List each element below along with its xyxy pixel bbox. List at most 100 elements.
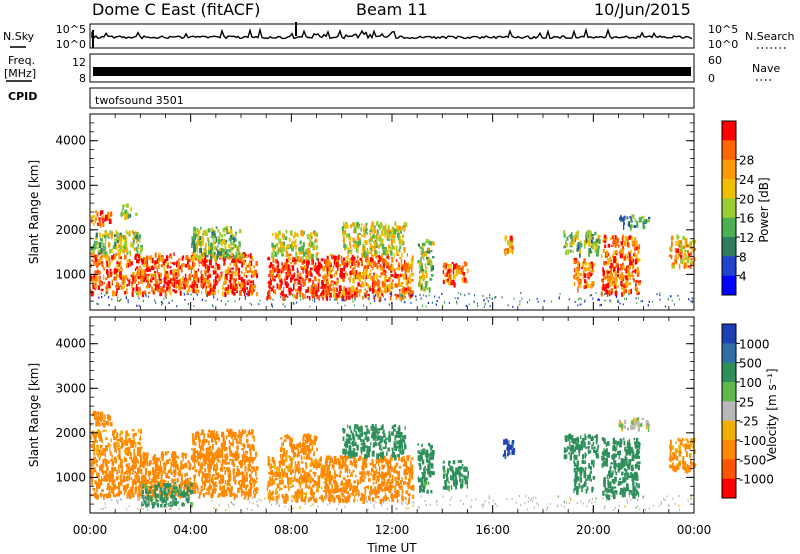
velocity-colorbar: 1000 500 100 25 -25 -100 -500 -1000 [721, 323, 774, 499]
velocity-colorbar-tick-6: -500 [739, 453, 766, 467]
power-colorbar-tick-4: 20 [739, 192, 754, 206]
nsearch-tick-bottom: 10^0 [708, 38, 738, 51]
power-ylabel: Slant Range [km] [27, 160, 41, 264]
nsky-tick-bottom: 10^0 [56, 38, 86, 51]
power-colorbar-seg-0 [722, 121, 736, 141]
power-colorbar-tick-5: 24 [739, 173, 754, 187]
velocity-region-16 [668, 437, 697, 474]
power-colorbar-seg-2 [722, 159, 736, 180]
nsearch-tick-top: 10^5 [708, 23, 738, 36]
velocity-ytick-label-1: 2000 [55, 426, 86, 440]
power-region-2 [90, 210, 113, 228]
power-region-8 [341, 221, 408, 258]
power-colorbar-seg-3 [722, 179, 736, 199]
velocity-region-5 [266, 455, 331, 504]
velocity-ylabel: Slant Range [km] [27, 363, 41, 467]
power-colorbar: 4 8 12 16 20 24 28 [721, 120, 754, 296]
nsky-panel [89, 23, 695, 49]
velocity-ytick-label-0: 1000 [55, 470, 86, 484]
velocity-colorbar-seg-0 [722, 324, 736, 344]
power-colorbar-tick-0: 4 [739, 270, 747, 284]
velocity-ytick-label-2: 3000 [55, 381, 86, 395]
power-colorbar-tick-1: 8 [739, 250, 747, 264]
velocity-region-12 [563, 433, 600, 461]
power-region-10 [442, 261, 469, 288]
power-ytick-label-2: 3000 [55, 178, 86, 192]
velocity-region-1 [90, 428, 143, 457]
power-region-6 [271, 229, 319, 262]
power-region-3 [120, 203, 138, 221]
station-title: Dome C East (fitACF) [92, 0, 260, 19]
power-ground-scatter [96, 292, 694, 308]
power-region-5 [266, 256, 332, 301]
nave-tick-top: 60 [708, 54, 722, 67]
velocity-colorbar-tick-0: 1000 [739, 337, 770, 351]
power-ytick-label-1: 2000 [55, 223, 86, 237]
x-tick-label-1: 04:00 [173, 523, 208, 537]
velocity-colorbar-tick-5: -100 [739, 434, 766, 448]
power-region-9 [417, 238, 435, 293]
velocity-colorbar-tick-4: -25 [739, 415, 759, 429]
x-tick-label-6: 00:00 [677, 523, 712, 537]
power-colorbar-seg-5 [722, 217, 736, 238]
nsky-tick-top: 10^5 [56, 23, 86, 36]
power-region-7 [324, 252, 415, 302]
freq-tick-top: 12 [72, 56, 86, 69]
freq-trace [93, 67, 691, 76]
x-tick-label-0: 00:00 [73, 523, 108, 537]
power-colorbar-label: Power [dB] [757, 177, 771, 242]
velocity-region-3 [191, 428, 255, 466]
velocity-colorbar-tick-3: 25 [739, 395, 754, 409]
velocity-region-0 [90, 450, 259, 501]
freq-label-line1: Freq. [8, 54, 35, 67]
velocity-data [90, 410, 697, 511]
power-colorbar-seg-1 [722, 140, 736, 160]
power-axes: 1000 2000 3000 4000 [55, 114, 695, 310]
velocity-region-14 [601, 437, 641, 501]
power-colorbar-tick-3: 16 [739, 212, 754, 226]
velocity-colorbar-seg-2 [722, 362, 736, 383]
velocity-colorbar-seg-3 [722, 382, 736, 402]
velocity-region-4 [141, 481, 194, 509]
velocity-axes: 1000 2000 3000 4000 [55, 317, 695, 513]
velocity-region-9 [417, 442, 435, 494]
power-data [90, 203, 696, 308]
velocity-colorbar-seg-6 [722, 440, 736, 460]
velocity-colorbar-seg-5 [722, 420, 736, 441]
velocity-colorbar-seg-1 [722, 343, 736, 363]
freq-tick-bottom: 8 [79, 72, 86, 85]
velocity-region-6 [279, 433, 318, 461]
velocity-colorbar-seg-4 [722, 401, 736, 421]
x-tick-labels: 00:00 04:00 08:00 12:00 16:00 20:00 00:00 [73, 523, 712, 537]
power-region-0 [90, 252, 259, 298]
x-tick-label-2: 08:00 [274, 523, 309, 537]
power-colorbar-seg-4 [722, 198, 736, 218]
power-region-13 [573, 257, 596, 293]
velocity-ytick-label-3: 4000 [55, 337, 86, 351]
nsky-trace [91, 22, 693, 48]
nave-label: Nave [752, 62, 780, 75]
power-region-12 [563, 229, 601, 258]
x-tick-label-3: 12:00 [375, 523, 410, 537]
power-region-15 [619, 214, 651, 231]
beam-label: Beam 11 [356, 0, 428, 19]
power-region-1 [90, 229, 143, 258]
velocity-region-13 [573, 459, 596, 496]
velocity-colorbar-tick-7: -1000 [739, 473, 774, 487]
cpid-value: twofsound 3501 [95, 94, 184, 107]
power-colorbar-seg-8 [722, 275, 736, 296]
velocity-region-7 [324, 455, 415, 505]
power-region-14 [601, 234, 641, 297]
freq-panel [89, 53, 695, 83]
cpid-label: CPID [8, 90, 37, 103]
power-colorbar-tick-2: 12 [739, 231, 754, 245]
velocity-colorbar-seg-8 [722, 478, 736, 499]
x-tick-label-5: 20:00 [576, 523, 611, 537]
nsearch-label: N.Search [745, 30, 795, 43]
date-label: 10/Jun/2015 [594, 0, 691, 19]
power-ytick-label-3: 4000 [55, 134, 86, 148]
cpid-panel [89, 87, 695, 109]
velocity-colorbar-label: Velocity [m s⁻¹] [765, 368, 779, 461]
power-region-11 [504, 235, 514, 257]
